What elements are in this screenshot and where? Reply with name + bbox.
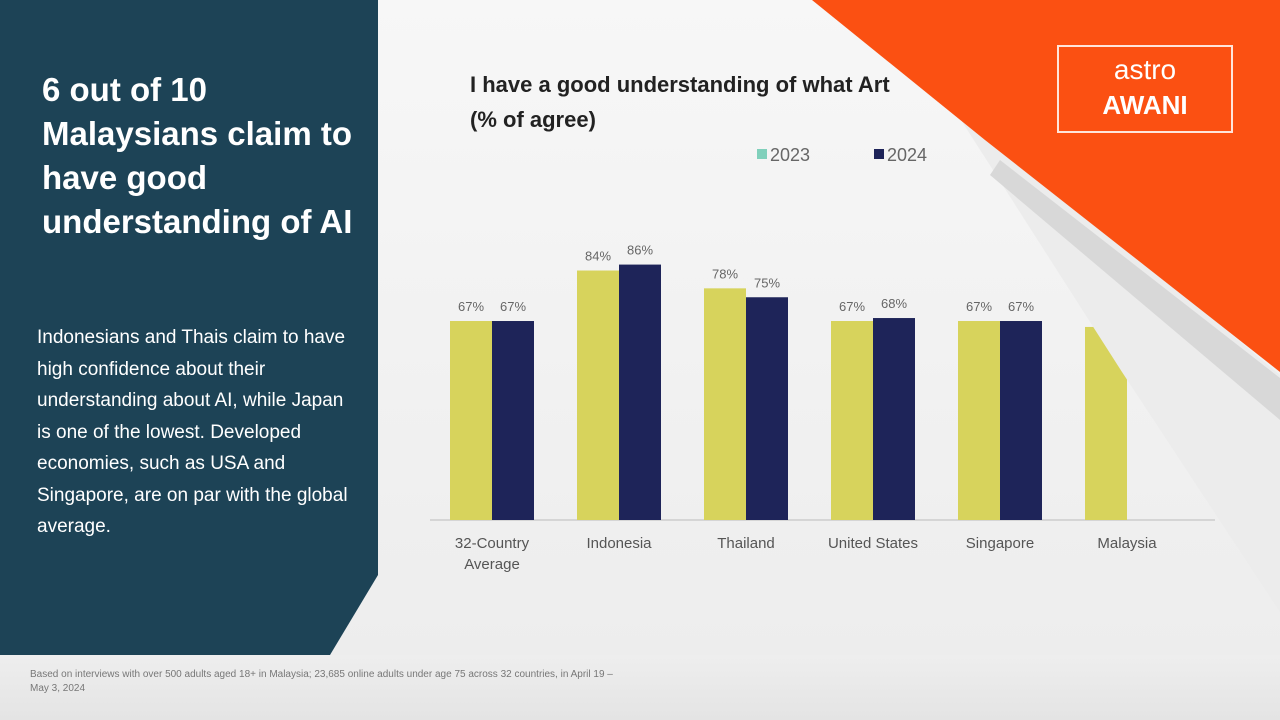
overlay-band <box>945 95 1280 612</box>
bar <box>450 321 492 520</box>
bar <box>704 288 746 520</box>
bar <box>577 270 619 520</box>
bar <box>746 297 788 520</box>
x-tick-label: Thailand <box>717 535 775 552</box>
side-panel <box>0 0 378 655</box>
data-label: 67% <box>458 299 484 314</box>
panel-body: Indonesians and Thais claim to have high… <box>37 327 348 537</box>
footer-band <box>0 655 1280 720</box>
data-label: 84% <box>585 249 611 264</box>
data-label: 67% <box>500 299 526 314</box>
footnote: Based on interviews with over 500 adults… <box>30 669 613 694</box>
x-tick-label: United States <box>827 535 919 552</box>
legend-label: 2023 <box>770 145 810 165</box>
logo: astro AWANI <box>1057 45 1233 133</box>
data-label: 75% <box>754 275 780 290</box>
chart-title: I have a good understanding of what Art <box>470 72 890 97</box>
x-tick-label: Indonesia <box>586 535 652 552</box>
overlay-shadow <box>990 160 1280 420</box>
legend-swatch <box>874 149 884 159</box>
bar <box>958 321 1000 520</box>
bar <box>873 318 915 520</box>
chart-subtitle: (% of agree) <box>470 107 596 132</box>
data-label: 67% <box>1008 299 1034 314</box>
x-tick-label: 32-Country Average <box>454 535 530 573</box>
x-tick-label: Singapore <box>965 535 1035 552</box>
headline: 6 out of 10 Malaysians claim to have goo… <box>42 71 353 240</box>
data-label: 67% <box>839 299 865 314</box>
legend-label: 2024 <box>887 145 927 165</box>
data-label: 67% <box>966 299 992 314</box>
logo-top: astro <box>1113 54 1177 85</box>
bar <box>1000 321 1042 520</box>
data-label: 78% <box>712 266 738 281</box>
data-label: 86% <box>627 243 653 258</box>
data-label: 68% <box>881 296 907 311</box>
x-tick-label: Malaysia <box>1097 535 1157 552</box>
legend-swatch <box>757 149 767 159</box>
bar <box>492 321 534 520</box>
bar <box>619 264 661 520</box>
overlay-orange <box>812 0 1280 372</box>
logo-bottom: AWANI <box>1102 90 1188 120</box>
bar <box>831 321 873 520</box>
